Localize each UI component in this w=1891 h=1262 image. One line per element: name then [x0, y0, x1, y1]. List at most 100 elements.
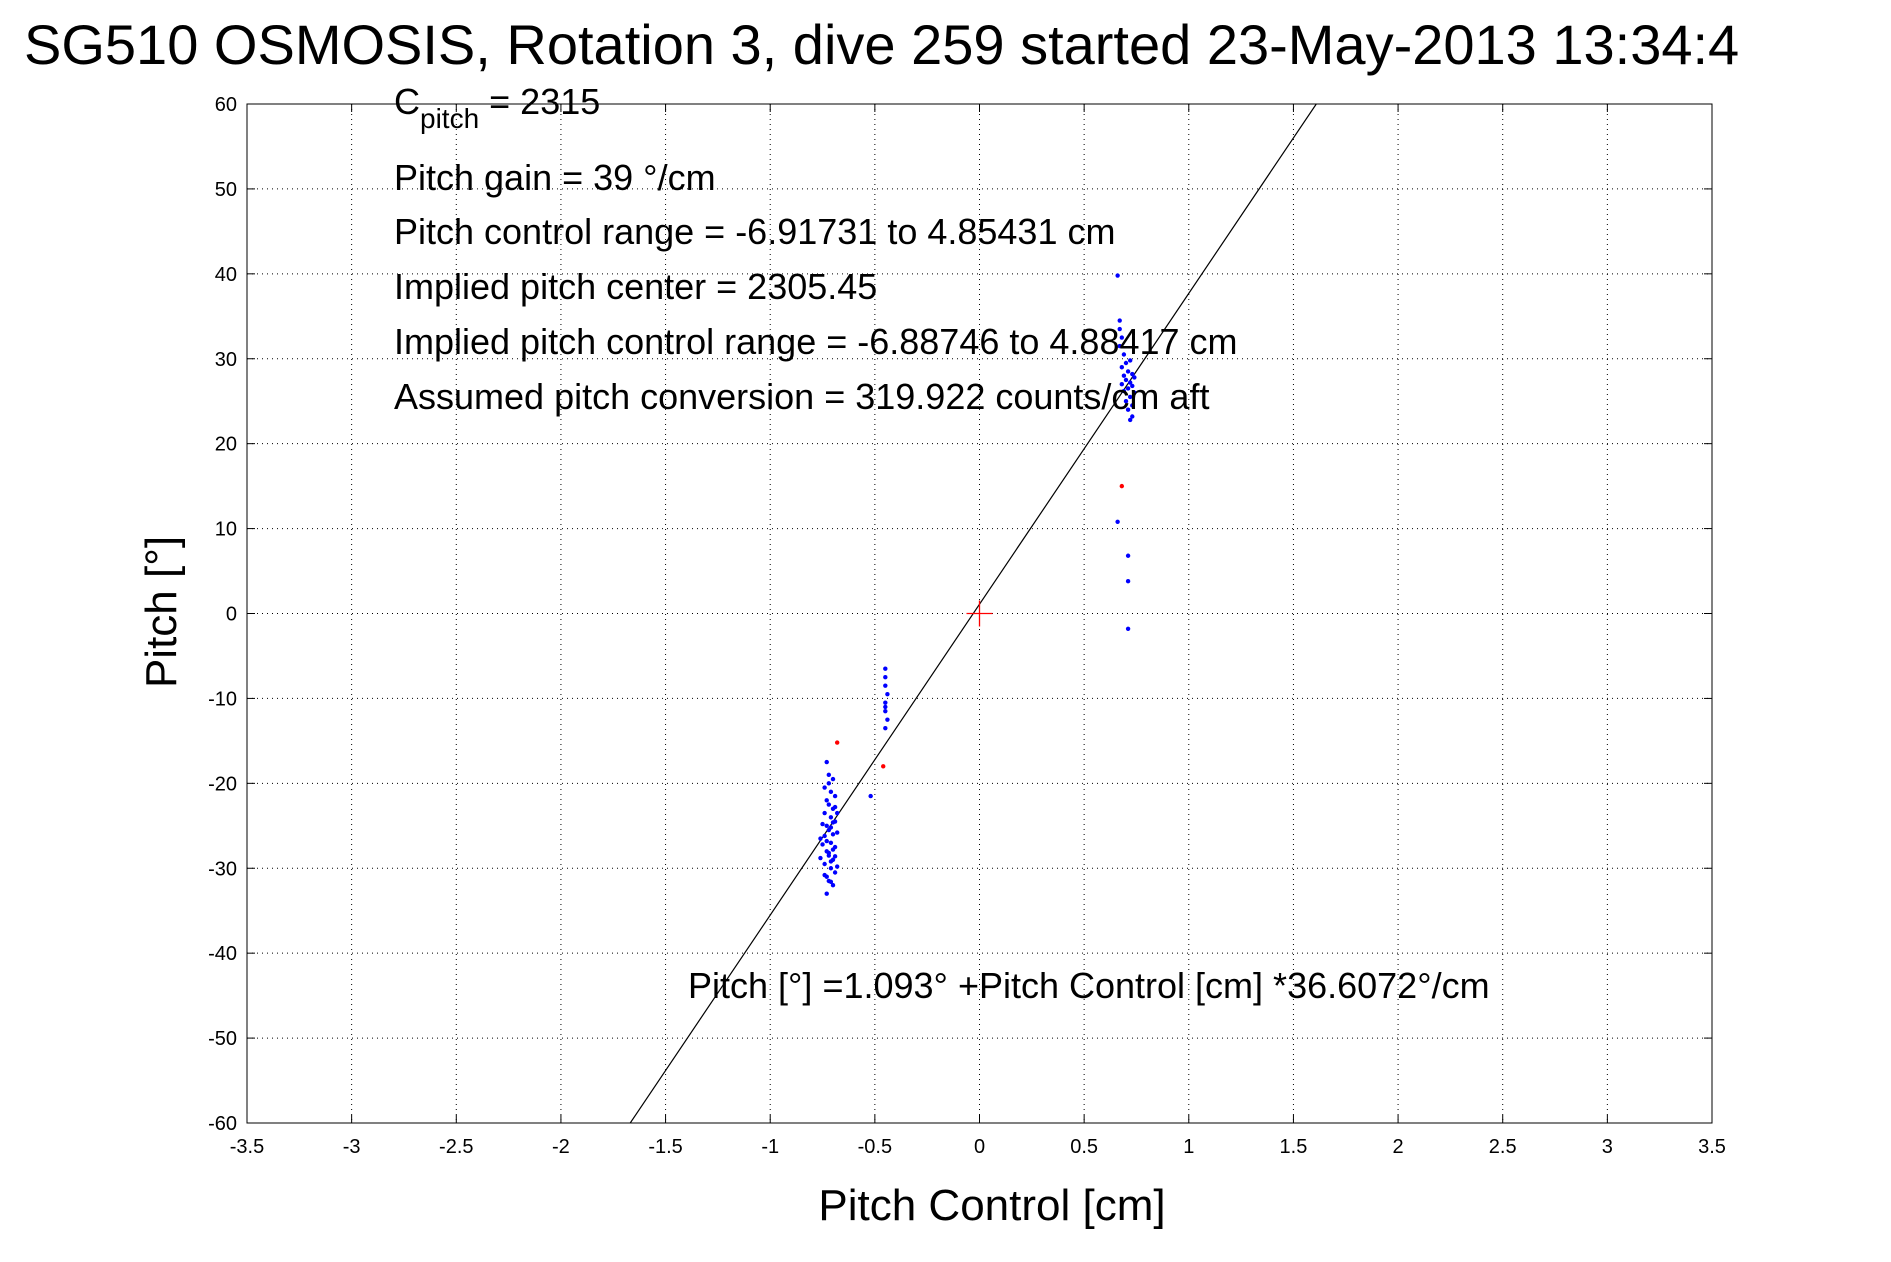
y-tick-label: 40 [215, 264, 237, 286]
data-point [1125, 553, 1131, 558]
data-point [826, 781, 832, 786]
annotation-c-pitch: Cpitch = 2315 [394, 81, 600, 134]
data-point [883, 674, 888, 680]
y-tick-label: 20 [215, 434, 237, 456]
data-point [881, 764, 886, 769]
y-tick-label: -10 [208, 688, 237, 710]
data-point [1117, 326, 1122, 332]
x-tick-label: 1.5 [1280, 1136, 1308, 1158]
y-tick-label: -40 [208, 943, 237, 965]
data-point [885, 691, 890, 697]
data-point [834, 740, 840, 745]
annotation-pitch-gain: Pitch gain = 39 °/cm [394, 157, 716, 198]
data-point [1119, 382, 1125, 387]
data-point [883, 725, 888, 731]
data-point [1132, 375, 1137, 380]
y-tick-label: -60 [208, 1113, 237, 1135]
data-point [883, 683, 888, 688]
data-point [1125, 626, 1131, 631]
y-tick-label: -30 [208, 858, 237, 880]
x-tick-label: -2 [552, 1136, 570, 1158]
data-point [830, 847, 836, 852]
data-point [830, 883, 836, 888]
data-point [832, 793, 838, 799]
data-point [1132, 390, 1137, 395]
data-point [828, 879, 834, 885]
data-point [828, 840, 834, 845]
data-point [1115, 273, 1120, 278]
data-point [822, 861, 827, 867]
x-tick-label: 0.5 [1070, 1136, 1098, 1158]
data-point [1115, 519, 1120, 524]
y-tick-label: 0 [226, 604, 237, 626]
x-tick-label: 2.5 [1489, 1136, 1517, 1158]
x-tick-label: -0.5 [858, 1136, 892, 1158]
data-point [828, 859, 834, 864]
data-point [1117, 343, 1122, 349]
data-point [828, 815, 834, 820]
scatter-points [818, 273, 1137, 896]
annotation-implied-pitch-control-range: Implied pitch control range = -6.88746 t… [394, 321, 1238, 362]
data-point [883, 666, 888, 671]
x-tick-label: 3.5 [1698, 1136, 1726, 1158]
data-point [1123, 360, 1129, 366]
data-point [1123, 377, 1129, 383]
x-tick-label: -1 [761, 1136, 779, 1158]
data-point [822, 833, 827, 839]
data-point [883, 708, 888, 714]
c-pitch-value: = 2315 [479, 81, 600, 122]
x-tick-label: -2.5 [439, 1136, 473, 1158]
data-point [824, 838, 829, 844]
data-point [830, 832, 836, 837]
data-point [1130, 371, 1135, 377]
data-point [1127, 358, 1133, 363]
data-point [820, 842, 825, 847]
data-point [834, 864, 840, 869]
data-point [1130, 414, 1135, 419]
data-point [822, 810, 827, 816]
data-point [824, 891, 829, 896]
y-tick-label: -20 [208, 773, 237, 795]
data-point [824, 823, 829, 828]
data-point [883, 700, 888, 705]
x-axis-ticks: -3.5 -3 -2.5 -2 -1.5 -1 -0.5 0 0.5 1 1.5 2 2.5 3 3.5 [230, 104, 1726, 1158]
annotations: Cpitch = 2315 Pitch gain = 39 °/cm Pitch… [394, 81, 1490, 1006]
x-tick-label: 1 [1183, 1136, 1194, 1158]
data-point [1121, 388, 1127, 394]
x-tick-label: -1.5 [648, 1136, 682, 1158]
data-point [818, 855, 823, 861]
data-point [1127, 394, 1133, 400]
data-point [1119, 335, 1125, 340]
c-pitch-symbol: C [394, 81, 420, 122]
data-point [1125, 579, 1131, 584]
x-tick-label: -3 [343, 1136, 361, 1158]
data-point [883, 704, 888, 710]
y-axis-ticks: -60 -50 -40 -30 -20 -10 0 10 20 30 40 50 60 [208, 94, 1712, 1135]
data-point [826, 802, 832, 807]
data-point [828, 789, 834, 795]
data-point [822, 872, 827, 878]
data-point [820, 821, 825, 827]
y-tick-label: 10 [215, 519, 237, 541]
data-point [1125, 386, 1131, 391]
center-marker-group [966, 600, 993, 627]
annotation-implied-pitch-center: Implied pitch center = 2305.45 [394, 266, 877, 307]
data-point [826, 850, 832, 856]
data-point [822, 785, 827, 790]
data-point [868, 793, 873, 799]
grid [247, 104, 1712, 1123]
x-tick-label: 2 [1393, 1136, 1404, 1158]
x-tick-label: -3.5 [230, 1136, 264, 1158]
plot-border [246, 103, 1713, 1124]
data-point [1125, 369, 1131, 374]
y-tick-label: 60 [215, 94, 237, 116]
data-point [824, 798, 829, 803]
data-point [828, 866, 834, 871]
chart-title: SG510 OSMOSIS, Rotation 3, dive 259 star… [24, 13, 1739, 76]
data-point [834, 810, 840, 816]
data-point [1117, 318, 1122, 323]
x-tick-label: 0 [974, 1136, 985, 1158]
data-point [834, 830, 840, 835]
data-point [1127, 417, 1133, 423]
